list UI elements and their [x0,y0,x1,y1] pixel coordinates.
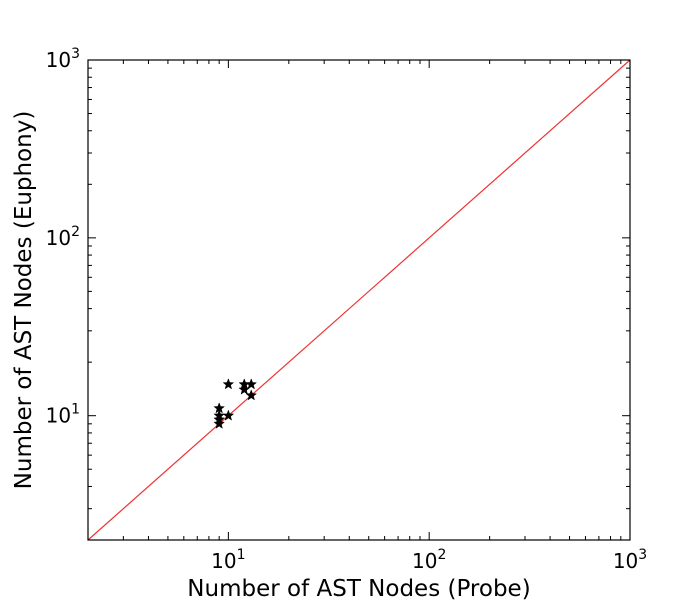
data-point [213,413,226,425]
reference-line-layer [87,59,631,541]
reference-line [87,59,631,541]
data-point [222,378,235,390]
x-tick-label: 103 [613,547,647,573]
x-tick-label: 101 [211,547,245,573]
data-point [222,409,235,421]
data-point [245,389,258,401]
x-axis-label: Number of AST Nodes (Probe) [187,576,530,600]
ticks-layer: 101 102 103 101 102 103 [46,46,648,573]
data-point [213,402,226,414]
y-tick-label: 101 [46,402,80,428]
y-tick-label: 103 [46,46,80,72]
x-tick-label: 102 [412,547,446,573]
plot-area-frame [87,59,631,541]
points-layer [213,378,258,429]
y-axis-label: Number of AST Nodes (Euphony) [11,111,37,490]
data-point [245,378,258,390]
data-point [213,417,226,429]
y-tick-label: 102 [46,224,80,250]
